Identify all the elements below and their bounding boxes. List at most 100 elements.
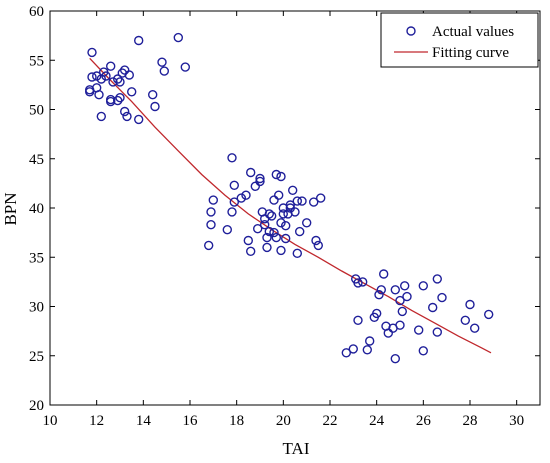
data-point [245, 167, 256, 178]
data-point [173, 32, 184, 43]
data-point [96, 111, 107, 122]
data-point [428, 302, 438, 313]
data-point [262, 242, 272, 253]
data-point [437, 292, 447, 303]
data-point [208, 195, 219, 205]
legend-box [380, 12, 539, 68]
fitting-curve-layer [89, 57, 492, 354]
x-tick-label: 18 [229, 413, 244, 429]
data-point [432, 274, 442, 284]
data-point [112, 95, 123, 106]
data-point [264, 209, 274, 219]
data-point [470, 323, 480, 333]
data-point [229, 197, 240, 207]
legend: Actual values Fitting curve [380, 12, 539, 68]
data-point [292, 196, 302, 206]
y-axis-label: BPN [1, 192, 20, 225]
x-tick-label: 28 [463, 413, 478, 429]
data-point [348, 344, 358, 354]
data-point [222, 224, 233, 235]
data-point [133, 35, 144, 46]
data-point [365, 336, 375, 346]
data-point [395, 295, 405, 306]
x-tick-label: 14 [136, 413, 152, 429]
data-point [276, 171, 286, 182]
data-point [115, 92, 125, 103]
data-point [278, 209, 288, 219]
x-tick-label: 26 [416, 413, 432, 429]
data-point [379, 269, 389, 279]
data-point [157, 57, 167, 67]
data-point [126, 87, 137, 97]
y-tick-label: 55 [29, 53, 44, 69]
data-point [353, 315, 363, 325]
data-point [285, 200, 295, 210]
data-point [206, 207, 216, 217]
axes: 10 12 14 16 18 20 22 24 26 28 30 20 25 30 35 40 45 50 55 60 [29, 4, 541, 429]
legend-label-actual-values: Actual values [432, 24, 514, 40]
data-point [122, 111, 132, 122]
data-point [281, 233, 291, 244]
y-tick-label: 20 [29, 398, 44, 414]
data-point [297, 196, 307, 206]
y-tick-label: 40 [29, 201, 44, 217]
data-point [255, 176, 265, 187]
data-point [302, 218, 312, 228]
x-tick-label: 22 [323, 413, 338, 429]
data-point [267, 211, 277, 221]
data-point [390, 285, 400, 295]
data-point [362, 345, 372, 355]
data-point [119, 106, 130, 117]
data-point [150, 101, 160, 112]
x-axis-label: TAI [283, 439, 310, 458]
data-point [250, 181, 261, 192]
data-point [124, 70, 135, 80]
data-point [358, 277, 368, 287]
data-point [115, 77, 125, 87]
data-point [243, 235, 254, 246]
x-tick-label: 30 [509, 413, 524, 429]
y-tick-label: 60 [29, 4, 44, 20]
data-point [271, 169, 281, 180]
data-point [87, 47, 97, 58]
y-tick-label: 50 [29, 103, 44, 119]
data-point [402, 291, 412, 302]
data-point [465, 299, 475, 310]
data-point [295, 226, 305, 237]
data-point [227, 207, 237, 217]
data-point [84, 87, 95, 97]
data-point [390, 354, 400, 364]
data-point [484, 309, 494, 320]
data-point [353, 278, 363, 288]
data-point [374, 290, 384, 300]
data-point [288, 185, 298, 196]
data-point [292, 248, 302, 259]
y-tick-label: 30 [29, 300, 44, 316]
legend-label-fitting-curve: Fitting curve [432, 45, 509, 61]
data-point [414, 325, 424, 335]
data-point [269, 227, 279, 238]
data-point [147, 89, 158, 100]
data-point [255, 173, 265, 184]
data-point [276, 245, 286, 256]
data-point [91, 71, 102, 81]
data-point [397, 306, 407, 317]
data-point [264, 226, 274, 237]
data-point [105, 61, 116, 71]
data-point [101, 71, 111, 81]
fitting-curve-line [89, 57, 492, 354]
data-point [108, 77, 118, 87]
data-point [418, 281, 428, 291]
data-point [376, 285, 386, 295]
data-point [341, 348, 351, 358]
x-tick-label: 12 [89, 413, 104, 429]
data-point [400, 281, 410, 291]
data-point [316, 193, 326, 203]
data-point [87, 72, 97, 82]
data-point [236, 193, 247, 203]
data-point [460, 315, 470, 325]
data-point [260, 219, 270, 230]
data-point [269, 195, 279, 205]
data-point [290, 207, 300, 217]
